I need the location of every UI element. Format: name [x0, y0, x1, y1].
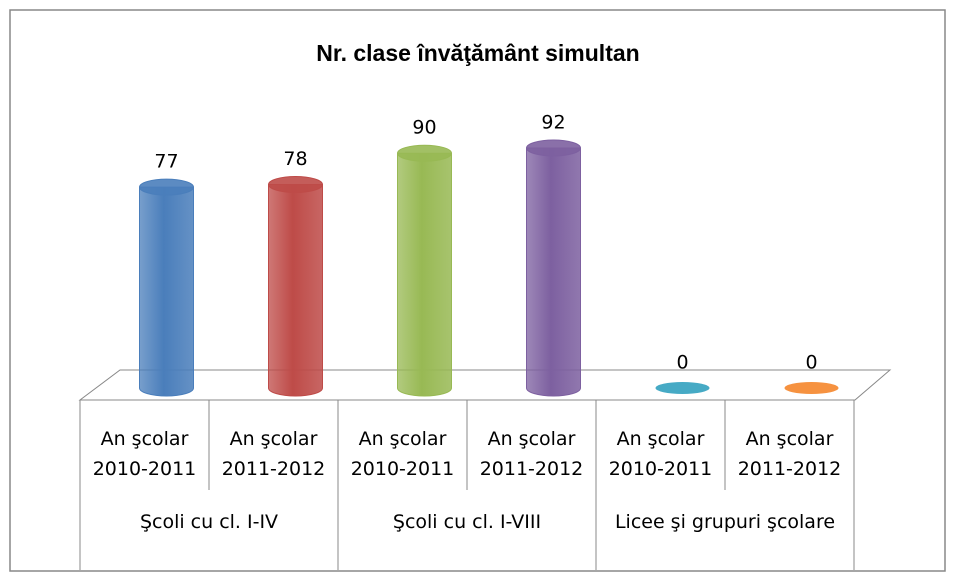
bar — [139, 186, 194, 397]
bar — [655, 382, 710, 394]
data-label: 90 — [412, 117, 436, 139]
group-label: Şcoli cu cl. I-VIII — [392, 511, 542, 533]
bar-top — [268, 176, 323, 194]
bar — [397, 152, 452, 397]
bar-top — [526, 139, 581, 157]
bar-top — [397, 144, 452, 162]
group-label: Şcoli cu cl. I-IV — [139, 511, 279, 533]
category-label: An şcolar 2010-2011 — [92, 428, 197, 480]
bar — [526, 147, 581, 397]
data-label: 77 — [154, 151, 178, 173]
bar — [268, 184, 323, 397]
data-label: 0 — [805, 352, 817, 374]
bar-top — [139, 178, 194, 196]
category-label: An şcolar 2010-2011 — [608, 428, 713, 480]
category-label: An şcolar 2011-2012 — [479, 428, 584, 480]
data-label: 0 — [676, 352, 688, 374]
category-label: An şcolar 2011-2012 — [737, 428, 842, 480]
category-label: An şcolar 2010-2011 — [350, 428, 455, 480]
data-label: 78 — [283, 148, 307, 170]
floor — [78, 369, 892, 401]
chart-title: Nr. clase învăţământ simultan — [316, 40, 639, 66]
category-label: An şcolar 2011-2012 — [221, 428, 326, 480]
data-label: 92 — [541, 112, 565, 134]
group-label: Licee şi grupuri şcolare — [614, 511, 836, 533]
bar — [784, 382, 839, 394]
